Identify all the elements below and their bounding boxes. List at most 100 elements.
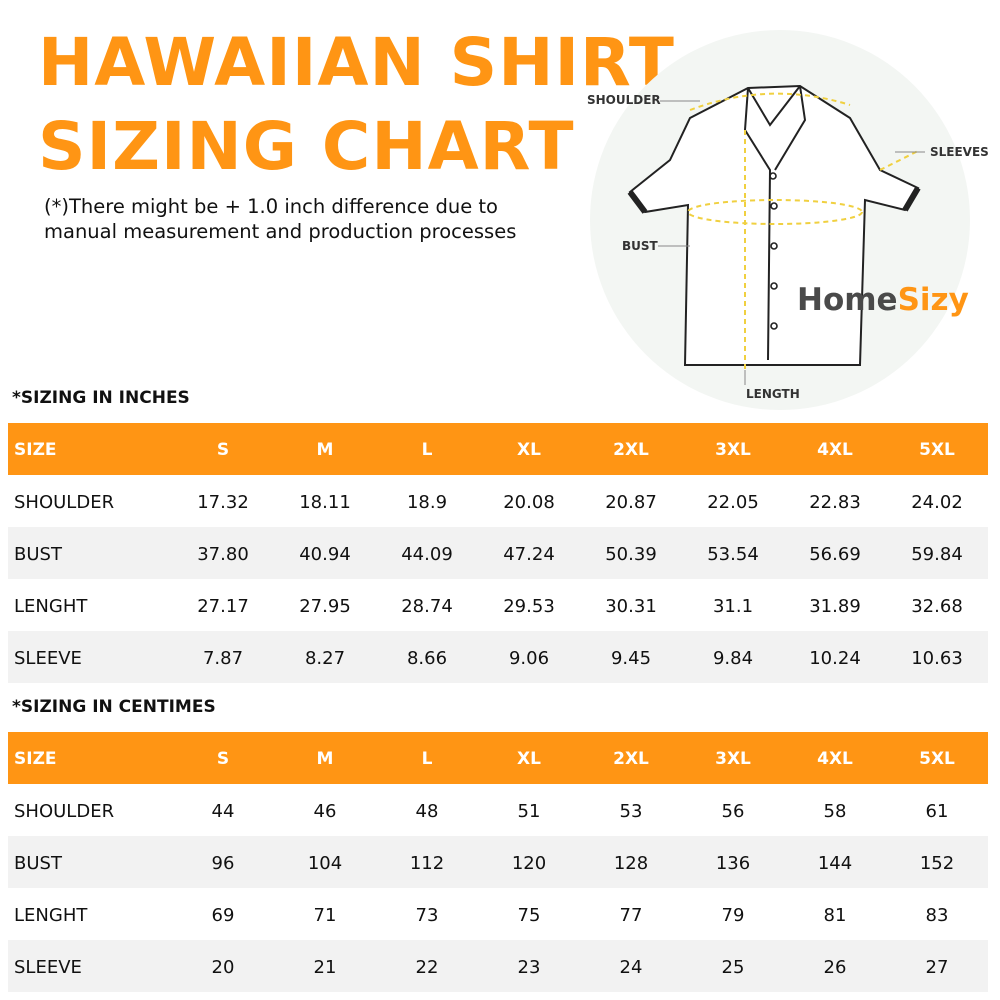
cell: 53.54	[707, 544, 759, 565]
row-stripe	[8, 631, 988, 683]
cell: 56.69	[809, 544, 861, 565]
cell: 31.1	[713, 596, 753, 617]
cell: 120	[512, 853, 546, 874]
cell: 61	[926, 801, 949, 822]
cell: 23	[518, 957, 541, 978]
cell: 81	[824, 905, 847, 926]
cell: 26	[824, 957, 847, 978]
shoulder-label: SHOULDER	[587, 93, 661, 107]
cell: SLEEVE	[14, 957, 82, 978]
cell: 144	[818, 853, 852, 874]
header-cell: XL	[517, 440, 541, 460]
cell: 50.39	[605, 544, 657, 565]
cell: 136	[716, 853, 750, 874]
logo: HomeSizy	[797, 282, 969, 318]
cuffs	[627, 186, 921, 214]
collar	[743, 85, 807, 361]
header-cell: S	[217, 440, 229, 460]
row-stripe	[8, 527, 988, 579]
cell: 29.53	[503, 596, 555, 617]
cell: 24.02	[911, 492, 963, 513]
title-line: SIZING CHART	[38, 108, 575, 185]
cell: 40.94	[299, 544, 351, 565]
cell: SHOULDER	[14, 801, 114, 822]
cell: 71	[314, 905, 337, 926]
header-row	[8, 423, 988, 475]
cell: 24	[620, 957, 643, 978]
shirt-illustration: SHOULDER SLEEVES BUST LENGTH HomeSizy	[587, 30, 989, 410]
cell: 20	[212, 957, 235, 978]
header-row	[8, 732, 988, 784]
title-line: HAWAIIAN SHIRT	[38, 24, 675, 101]
cell: 58	[824, 801, 847, 822]
cell: 9.84	[713, 648, 753, 669]
cell: 96	[212, 853, 235, 874]
cell: 56	[722, 801, 745, 822]
cell: 44	[212, 801, 235, 822]
header-cell: M	[317, 749, 334, 769]
cell: 69	[212, 905, 235, 926]
cell: 47.24	[503, 544, 555, 565]
cell: 51	[518, 801, 541, 822]
cell: 17.32	[197, 492, 249, 513]
cell: 27	[926, 957, 949, 978]
cell: 73	[416, 905, 439, 926]
logo-part: Home	[797, 282, 898, 318]
cell: 46	[314, 801, 337, 822]
cell: LENGHT	[14, 596, 88, 617]
header-cell: 3XL	[715, 749, 751, 769]
label-leaders	[658, 100, 925, 385]
sleeves-label: SLEEVES	[930, 145, 989, 159]
header-cell: 2XL	[613, 749, 649, 769]
section-label: *SIZING IN INCHES	[12, 388, 190, 408]
cell: 18.9	[407, 492, 447, 513]
header-cell: 3XL	[715, 440, 751, 460]
cell: SLEEVE	[14, 648, 82, 669]
note-line: manual measurement and production proces…	[44, 220, 517, 243]
cell: 75	[518, 905, 541, 926]
row-stripe	[8, 836, 988, 888]
cell: 83	[926, 905, 949, 926]
cell: 21	[314, 957, 337, 978]
cell: SHOULDER	[14, 492, 114, 513]
cell: 59.84	[911, 544, 963, 565]
cell: 18.11	[299, 492, 351, 513]
cell: 20.87	[605, 492, 657, 513]
cell: 28.74	[401, 596, 453, 617]
header-cell: SIZE	[14, 440, 57, 460]
cell: 31.89	[809, 596, 861, 617]
cell: 9.45	[611, 648, 651, 669]
header-cell: 4XL	[817, 440, 853, 460]
header-cell: M	[317, 440, 334, 460]
header-cell: 2XL	[613, 440, 649, 460]
cell: 22	[416, 957, 439, 978]
cell: 77	[620, 905, 643, 926]
cell: 7.87	[203, 648, 243, 669]
cell: 112	[410, 853, 444, 874]
header-cell: L	[422, 749, 433, 769]
cell: 152	[920, 853, 954, 874]
cell: 25	[722, 957, 745, 978]
cell: BUST	[14, 544, 63, 565]
cell: 53	[620, 801, 643, 822]
cell: 48	[416, 801, 439, 822]
cell: 79	[722, 905, 745, 926]
cell: 9.06	[509, 648, 549, 669]
cell: 8.66	[407, 648, 447, 669]
cell: 10.63	[911, 648, 963, 669]
header-cell: 4XL	[817, 749, 853, 769]
cell: 22.05	[707, 492, 759, 513]
measure-lines	[687, 92, 921, 370]
header-cell: 5XL	[919, 749, 955, 769]
length-label: LENGTH	[746, 387, 800, 401]
section-label: *SIZING IN CENTIMES	[12, 697, 216, 717]
header-cell: 5XL	[919, 440, 955, 460]
cell: BUST	[14, 853, 63, 874]
cell: LENGHT	[14, 905, 88, 926]
header-cell: S	[217, 749, 229, 769]
cell: 8.27	[305, 648, 345, 669]
shirt-outline	[628, 84, 920, 366]
header-cell: SIZE	[14, 749, 57, 769]
